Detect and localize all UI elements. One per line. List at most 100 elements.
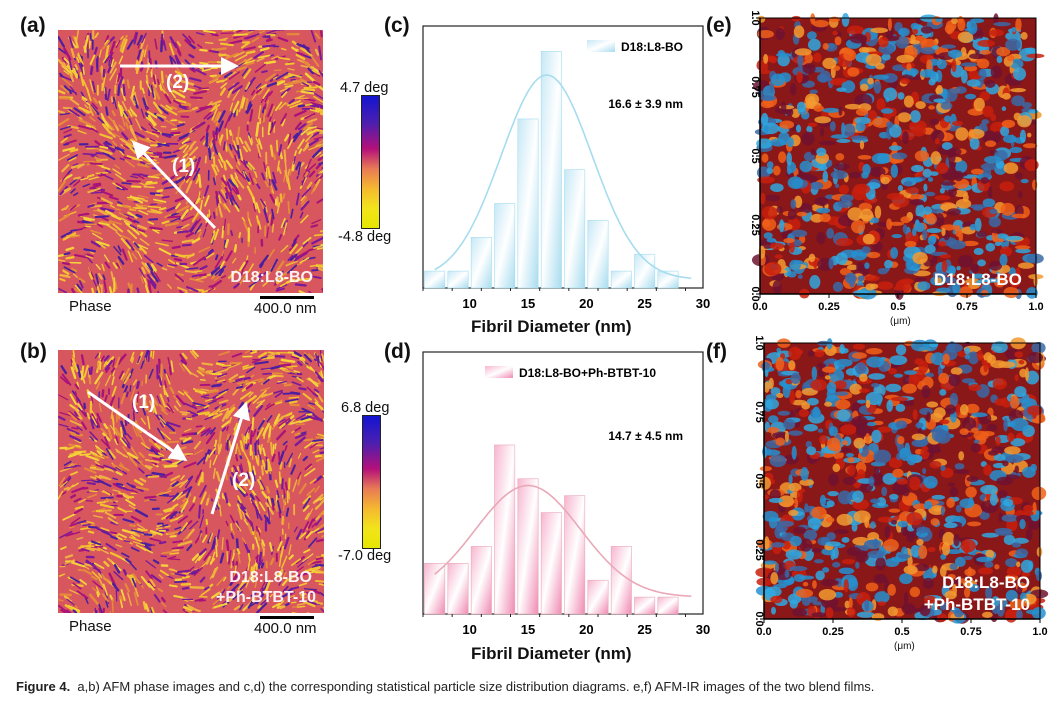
xlabel-c: Fibril Diameter (nm) xyxy=(471,317,632,336)
panel-label-d: (d) xyxy=(384,340,411,363)
histogram-bar xyxy=(634,253,656,289)
histogram-bar xyxy=(540,51,562,289)
x-tick-label: 15 xyxy=(521,622,535,637)
x-tick-label: 0.25 xyxy=(822,626,843,638)
arrow-overlay-b xyxy=(87,390,250,515)
x-tick-label: 1.0 xyxy=(1032,626,1047,638)
x-tick-label: 0.75 xyxy=(956,301,977,313)
x-tick-label: 25 xyxy=(637,296,651,311)
histogram-d: 10 15 20 25 30 D18:L8-BO+Ph-BTBT-10 14.7 ± 4.5… xyxy=(405,346,715,646)
histogram-bar xyxy=(447,270,469,289)
histogram-bar xyxy=(587,220,609,289)
mean-annotation: 16.6 ± 3.9 nm xyxy=(608,97,683,111)
histogram-bar xyxy=(494,203,516,289)
arrow-1-b xyxy=(87,390,188,462)
colorbar-b xyxy=(362,415,381,549)
histogram-bar xyxy=(634,596,656,615)
figure-caption: Figure 4. a,b) AFM phase images and c,d)… xyxy=(16,679,874,694)
caption-label: Figure 4. xyxy=(16,679,71,694)
afm-ir-panel-e: 0.0 0.0 0.25 0.25 0.5 0.5 0.75 0.75 1.0 1.0 D18:L… xyxy=(730,10,1060,335)
afm-phase-image-a: (2) (1) D18:L8-BO xyxy=(58,30,323,293)
legend-swatch xyxy=(485,366,513,378)
colorbar-max-a: 4.7 deg xyxy=(340,80,389,96)
panel-label-e: (e) xyxy=(706,14,732,37)
y-tick-label: 0.0 xyxy=(753,611,765,626)
y-tick-label: 0.0 xyxy=(749,286,761,301)
histogram-bar xyxy=(470,236,492,289)
arrow-label-1-a: (1) xyxy=(172,156,196,177)
mean-annotation: 14.7 ± 4.5 nm xyxy=(608,429,683,443)
y-tick-label: 1.0 xyxy=(753,335,765,350)
panel-label-b: (b) xyxy=(20,340,47,363)
afm-ir-panel-f: 0.0 0.0 0.25 0.25 0.5 0.5 0.75 0.75 1.0 1.0 D18:L… xyxy=(734,335,1064,660)
histogram-svg-d: 10 15 20 25 30 D18:L8-BO+Ph-BTBT-10 14.7 ± 4.5… xyxy=(422,351,710,637)
phase-label-b: Phase xyxy=(69,618,112,635)
x-tick-label: 1.0 xyxy=(1028,301,1043,313)
histogram-bar xyxy=(564,169,586,289)
gaussian-fit-curve xyxy=(434,74,692,279)
xunit-e: (μm) xyxy=(890,316,911,327)
sample-label-f-line1: D18:L8-BO xyxy=(942,573,1030,592)
y-tick-label: 0.75 xyxy=(749,76,761,97)
phase-label-a: Phase xyxy=(69,298,112,315)
x-tick-label: 30 xyxy=(696,296,710,311)
scalebar-b xyxy=(260,616,314,619)
colorbar-min-b: -7.0 deg xyxy=(338,548,392,564)
xunit-f: (μm) xyxy=(894,641,915,652)
x-tick-label: 0.5 xyxy=(890,301,905,313)
sample-label-e: D18:L8-BO xyxy=(934,270,1022,289)
xlabel-d: Fibril Diameter (nm) xyxy=(471,644,632,663)
histogram-bar xyxy=(564,495,586,615)
x-tick-label: 10 xyxy=(462,296,476,311)
sample-label-b-line1: D18:L8-BO xyxy=(229,569,312,586)
histogram-bar xyxy=(587,579,609,615)
x-tick-label: 25 xyxy=(637,622,651,637)
y-tick-label: 0.5 xyxy=(749,148,761,163)
caption-text: a,b) AFM phase images and c,d) the corre… xyxy=(77,679,875,694)
afm-phase-image-b: (1) (2) D18:L8-BO +Ph-BTBT-10 xyxy=(58,350,324,613)
legend-label: D18:L8-BO xyxy=(621,40,683,54)
legend-swatch xyxy=(587,40,615,52)
histogram-bar xyxy=(470,546,492,615)
histogram-bar xyxy=(424,270,446,289)
histogram-c: 10 15 20 25 30 D18:L8-BO 16.6 ± 3.9 nm xyxy=(405,20,715,320)
y-tick-label: 1.0 xyxy=(749,10,761,25)
afm-ir-image-e: 0.00.0 0.25 0.25 0.5 0.5 0.75 0.75 1.0 1.0 xyxy=(749,10,1045,313)
x-tick-label: 10 xyxy=(462,622,476,637)
arrow-1-a xyxy=(131,140,217,230)
panel-label-a: (a) xyxy=(20,14,46,37)
x-tick-label: 20 xyxy=(579,296,593,311)
x-tick-label: 0.75 xyxy=(960,626,981,638)
histogram-bar xyxy=(610,546,632,615)
sample-label-b-line2: +Ph-BTBT-10 xyxy=(215,589,316,606)
histogram-bar xyxy=(517,118,539,289)
legend-label: D18:L8-BO+Ph-BTBT-10 xyxy=(519,366,656,380)
scalebar-a xyxy=(260,296,314,299)
sample-label-f-line2: +Ph-BTBT-10 xyxy=(923,595,1030,614)
plot-frame xyxy=(422,25,704,289)
x-tick-label: 0.0 xyxy=(752,301,767,313)
sample-label-a: D18:L8-BO xyxy=(230,269,313,286)
histogram-bar xyxy=(540,512,562,615)
x-tick-label: 30 xyxy=(696,622,710,637)
afm-ir-image-f: 0.00.0 0.25 0.25 0.5 0.5 0.75 0.75 1.0 1.0 xyxy=(753,335,1049,638)
x-tick-label: 0.0 xyxy=(756,626,771,638)
panel-label-c: (c) xyxy=(384,14,410,37)
histogram-bar xyxy=(424,562,446,615)
y-tick-label: 0.75 xyxy=(753,401,765,422)
histogram-svg-c: 10 15 20 25 30 D18:L8-BO 16.6 ± 3.9 nm xyxy=(422,25,710,311)
arrow-overlay-a xyxy=(120,57,239,230)
histogram-bar xyxy=(494,444,516,615)
gaussian-fit-curve xyxy=(434,484,692,597)
colorbar-min-a: -4.8 deg xyxy=(338,229,392,245)
plot-frame xyxy=(422,351,704,615)
panel-label-f: (f) xyxy=(706,340,727,363)
scalebar-label-b: 400.0 nm xyxy=(254,620,317,637)
arrow-2-b xyxy=(210,401,250,515)
y-tick-label: 0.25 xyxy=(753,539,765,560)
histogram-bar xyxy=(517,478,539,615)
x-tick-label: 0.5 xyxy=(894,626,909,638)
colorbar-a xyxy=(361,95,380,229)
y-tick-label: 0.5 xyxy=(753,473,765,488)
x-tick-label: 0.25 xyxy=(818,301,839,313)
